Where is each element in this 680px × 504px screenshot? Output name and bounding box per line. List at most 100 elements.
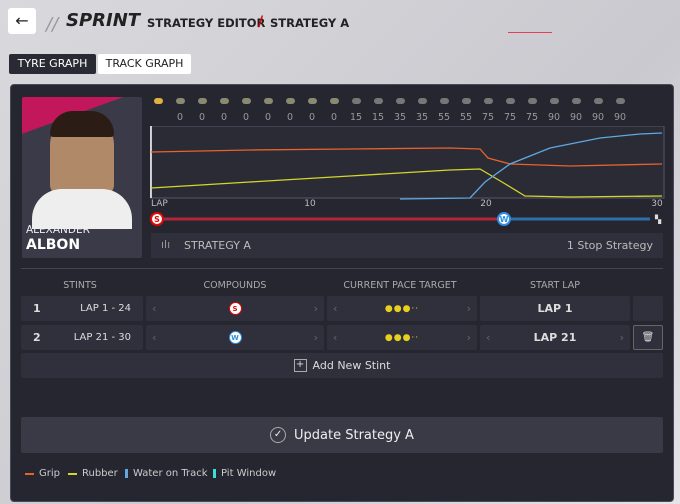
stripes: // bbox=[46, 14, 59, 35]
rain-chance: 35 bbox=[393, 112, 407, 123]
table-header: CURRENT PACE TARGET bbox=[343, 280, 457, 291]
driver-last-name: ALBON bbox=[26, 237, 81, 253]
compound-selector[interactable]: ‹ S › bbox=[146, 296, 324, 321]
stint-cell: 2 LAP 21 - 30 bbox=[21, 325, 143, 350]
x-axis-label: 30 bbox=[651, 199, 663, 209]
plus-icon: + bbox=[293, 359, 307, 372]
tab[interactable]: TYRE GRAPH bbox=[9, 54, 96, 74]
compound-icon bbox=[497, 212, 511, 226]
weather-icon bbox=[616, 98, 625, 104]
weather-icon bbox=[506, 98, 515, 104]
weather-icon bbox=[198, 98, 207, 104]
driver-suit bbox=[32, 189, 132, 229]
chevron: › bbox=[313, 302, 318, 315]
start-lap: LAP 21 bbox=[533, 331, 577, 344]
compound-icon bbox=[150, 212, 164, 226]
weather-icon bbox=[396, 98, 405, 104]
stint-cell: 1 LAP 1 - 24 bbox=[21, 296, 143, 321]
stint-laps: LAP 1 - 24 bbox=[80, 303, 131, 314]
legend-swatch bbox=[68, 472, 77, 475]
water-line bbox=[399, 132, 663, 200]
rain-chance: 55 bbox=[459, 112, 473, 123]
weather-icon bbox=[242, 98, 251, 104]
add-stint-button[interactable]: + Add New Stint bbox=[21, 353, 663, 378]
weather-icon bbox=[440, 98, 449, 104]
rain-chance: 75 bbox=[481, 112, 495, 123]
legend-label: Water on Track bbox=[133, 468, 208, 479]
finish-flag: ▚ bbox=[654, 214, 662, 224]
driver-card: ALEXANDER ALBON bbox=[22, 97, 142, 258]
x-axis-label: 20 bbox=[480, 199, 492, 209]
pace-selector[interactable]: ‹ ●●●·· › bbox=[327, 325, 477, 350]
weather-icon bbox=[374, 98, 383, 104]
strategy-summary: 1 Stop Strategy bbox=[566, 239, 653, 252]
check-icon: ✓ bbox=[270, 427, 287, 443]
weather-icon bbox=[154, 98, 163, 104]
rain-chance: 75 bbox=[503, 112, 517, 123]
empty-cell bbox=[633, 296, 663, 321]
tyre-graph: LAP 10 20 30 S W ▚ bbox=[150, 126, 665, 226]
update-button[interactable]: ✓ Update Strategy A bbox=[21, 417, 663, 453]
legend-label: Grip bbox=[39, 468, 60, 479]
grip-line bbox=[150, 147, 663, 167]
strategy-icon: ılı bbox=[161, 238, 171, 251]
compound-letter: W bbox=[500, 215, 509, 224]
rain-chance: 35 bbox=[415, 112, 429, 123]
legend-swatch bbox=[125, 469, 128, 478]
start-lap-selector: LAP 1 bbox=[480, 296, 630, 321]
stint-laps: LAP 21 - 30 bbox=[73, 332, 131, 343]
chevron: ‹ bbox=[333, 331, 338, 344]
add-stint-label: Add New Stint bbox=[312, 359, 391, 372]
update-label: Update Strategy A bbox=[294, 427, 414, 443]
legend-item: Water on Track bbox=[125, 468, 208, 479]
rain-chance: 0 bbox=[330, 112, 338, 123]
pace-selector[interactable]: ‹ ●●●·· › bbox=[327, 296, 477, 321]
rain-chance: 90 bbox=[547, 112, 561, 123]
compound-icon: S bbox=[228, 302, 242, 315]
weather-icon bbox=[176, 98, 185, 104]
weather-icon bbox=[418, 98, 427, 104]
weather-icon bbox=[572, 98, 581, 104]
back-button[interactable]: ← bbox=[8, 8, 36, 34]
legend-swatch bbox=[213, 469, 216, 478]
start-lap-selector[interactable]: ‹ LAP 21 › bbox=[480, 325, 630, 350]
legend-label: Pit Window bbox=[221, 468, 277, 479]
rubber-line bbox=[150, 168, 663, 198]
chevron: › bbox=[619, 331, 624, 344]
start-lap: LAP 1 bbox=[537, 302, 573, 315]
strategy-title: STRATEGY A bbox=[270, 16, 350, 30]
weather-icon bbox=[264, 98, 273, 104]
table-header: START LAP bbox=[529, 280, 581, 291]
compound-icon: W bbox=[228, 331, 242, 344]
weather-icon bbox=[220, 98, 229, 104]
tab[interactable]: TRACK GRAPH bbox=[98, 54, 191, 74]
compound-selector[interactable]: ‹ W › bbox=[146, 325, 324, 350]
weather-icon bbox=[462, 98, 471, 104]
rain-chance: 0 bbox=[242, 112, 250, 123]
driver-first-name: ALEXANDER bbox=[26, 224, 90, 236]
rain-chance: 55 bbox=[437, 112, 451, 123]
x-axis-label: LAP bbox=[151, 199, 168, 209]
rain-chance: 0 bbox=[264, 112, 272, 123]
weather-icon bbox=[550, 98, 559, 104]
rain-chance: 0 bbox=[198, 112, 206, 123]
weather-row: 0 0 0 0 0 0 0 0 15 15 35 35 55 55 75 75 75 90 90 90 90 bbox=[150, 96, 664, 126]
legend-item: Pit Window bbox=[213, 468, 276, 479]
rain-chance: 15 bbox=[349, 112, 363, 123]
pace-dots: ●●●·· bbox=[384, 303, 420, 314]
accent-line bbox=[508, 32, 552, 33]
separator bbox=[21, 268, 663, 269]
rain-chance: 0 bbox=[286, 112, 294, 123]
chevron: › bbox=[313, 331, 318, 344]
rain-chance: 15 bbox=[371, 112, 385, 123]
table-header: STINTS bbox=[63, 280, 97, 291]
chevron: ‹ bbox=[152, 331, 157, 344]
weather-icon bbox=[308, 98, 317, 104]
rain-chance: 90 bbox=[591, 112, 605, 123]
table-header: COMPOUNDS bbox=[203, 280, 267, 291]
legend-item: Rubber bbox=[68, 468, 118, 479]
compound-letter: S bbox=[154, 215, 160, 224]
delete-button[interactable]: 🗑 bbox=[633, 325, 663, 350]
weather-icon bbox=[528, 98, 537, 104]
